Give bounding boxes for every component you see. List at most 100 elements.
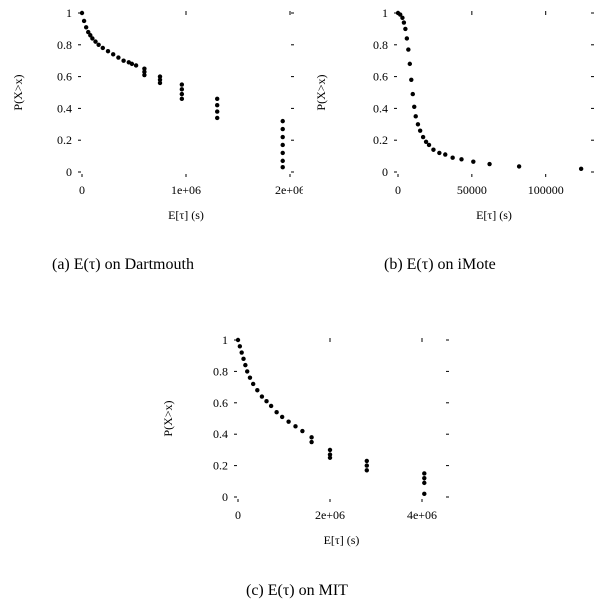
data-point bbox=[157, 80, 163, 86]
data-point bbox=[422, 471, 427, 476]
x-tick-label: 50000 bbox=[457, 183, 487, 197]
data-point bbox=[400, 15, 405, 20]
x-tick-label: 0 bbox=[79, 183, 85, 197]
data-point bbox=[300, 428, 305, 434]
data-point bbox=[426, 142, 432, 148]
data-point bbox=[412, 104, 417, 110]
data-point bbox=[268, 403, 274, 409]
data-point bbox=[93, 39, 98, 44]
data-point bbox=[401, 20, 407, 25]
data-point bbox=[364, 458, 369, 464]
data-point bbox=[215, 96, 220, 102]
data-point bbox=[215, 103, 220, 108]
data-point bbox=[415, 122, 421, 127]
y-tick-label: 0.8 bbox=[373, 38, 388, 52]
y-tick-label: 0.4 bbox=[373, 101, 388, 115]
data-point bbox=[90, 36, 95, 41]
data-point bbox=[116, 55, 121, 60]
data-point bbox=[450, 155, 455, 160]
data-point bbox=[121, 58, 126, 63]
data-point bbox=[279, 414, 285, 420]
data-point bbox=[443, 152, 448, 157]
data-point bbox=[259, 394, 265, 399]
data-point bbox=[79, 10, 85, 16]
data-point bbox=[274, 410, 279, 415]
data-point bbox=[83, 25, 89, 30]
data-point bbox=[487, 161, 492, 167]
data-point bbox=[459, 157, 464, 162]
data-point bbox=[422, 480, 427, 486]
data-point bbox=[404, 36, 410, 41]
data-point bbox=[179, 96, 185, 102]
x-tick-label: 1e+06 bbox=[171, 183, 201, 197]
data-point bbox=[111, 52, 116, 57]
data-point bbox=[157, 77, 163, 82]
data-point bbox=[129, 61, 135, 67]
data-point bbox=[88, 33, 93, 38]
data-point bbox=[235, 337, 241, 343]
y-tick-label: 1 bbox=[382, 6, 388, 20]
data-point bbox=[245, 369, 250, 374]
data-point bbox=[264, 399, 269, 404]
data-point bbox=[243, 362, 248, 368]
data-point bbox=[255, 388, 260, 393]
data-point bbox=[410, 91, 415, 97]
data-point bbox=[179, 87, 185, 92]
data-point bbox=[309, 435, 314, 440]
x-axis-label: E[τ] (s) bbox=[324, 533, 360, 547]
y-tick-label: 1 bbox=[222, 333, 228, 347]
data-point bbox=[364, 463, 369, 468]
data-point bbox=[286, 419, 291, 424]
data-point bbox=[100, 45, 106, 51]
data-point bbox=[250, 381, 256, 387]
x-tick-label: 0 bbox=[395, 183, 401, 197]
data-point bbox=[420, 134, 426, 140]
data-point bbox=[280, 158, 285, 164]
data-point bbox=[364, 468, 369, 473]
x-tick-label: 4e+06 bbox=[407, 508, 437, 522]
data-point bbox=[280, 142, 285, 148]
y-tick-label: 0 bbox=[382, 165, 388, 179]
y-tick-label: 0 bbox=[66, 165, 72, 179]
data-point bbox=[239, 350, 244, 355]
y-tick-label: 0.4 bbox=[213, 427, 228, 441]
x-tick-label: 2e+06 bbox=[275, 183, 303, 197]
data-point bbox=[86, 29, 91, 35]
data-point bbox=[471, 159, 476, 164]
data-point bbox=[309, 439, 314, 445]
y-tick-label: 0.4 bbox=[57, 101, 72, 115]
x-axis-label: E[τ] (s) bbox=[476, 208, 512, 222]
data-point bbox=[215, 109, 220, 114]
data-point bbox=[179, 82, 185, 87]
data-point bbox=[280, 118, 285, 124]
data-point bbox=[403, 26, 408, 32]
caption-dartmouth: (a) E(τ) on Dartmouth bbox=[52, 256, 194, 273]
y-tick-label: 0.6 bbox=[373, 70, 388, 84]
y-tick-label: 0 bbox=[222, 490, 228, 504]
data-point bbox=[179, 91, 185, 97]
y-tick-label: 1 bbox=[66, 6, 72, 20]
y-tick-label: 0.6 bbox=[213, 396, 228, 410]
x-tick-label: 100000 bbox=[528, 183, 564, 197]
y-tick-label: 0.8 bbox=[213, 364, 228, 378]
data-point bbox=[280, 165, 285, 170]
data-point bbox=[516, 164, 522, 169]
data-point bbox=[327, 452, 333, 457]
data-point bbox=[280, 126, 285, 132]
x-tick-label: 2e+06 bbox=[315, 508, 345, 522]
data-point bbox=[237, 344, 243, 349]
data-point bbox=[293, 424, 298, 429]
y-axis-label: P(X>x) bbox=[314, 74, 328, 110]
y-tick-label: 0.2 bbox=[373, 133, 388, 147]
data-point bbox=[437, 150, 442, 156]
data-point bbox=[407, 61, 413, 67]
data-point bbox=[133, 63, 139, 68]
data-point bbox=[422, 491, 427, 497]
y-tick-label: 0.8 bbox=[57, 38, 72, 52]
data-point bbox=[280, 134, 285, 140]
data-point bbox=[398, 12, 403, 17]
data-point bbox=[142, 72, 147, 78]
chart-mit: 0 0.2 0.4 0.6 0.8 1 0 2e+06 4e+06 E[τ] (s) P(X>x) bbox=[161, 333, 449, 547]
data-point bbox=[327, 447, 333, 453]
